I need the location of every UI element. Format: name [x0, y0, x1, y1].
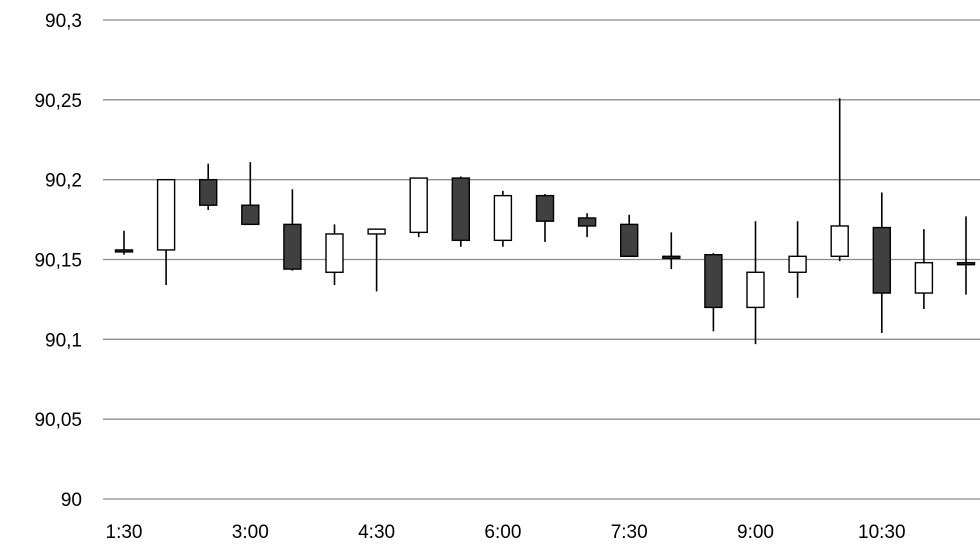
x-tick-label: 7:30: [611, 522, 648, 543]
candle: [325, 224, 344, 286]
candle-body-up: [493, 194, 513, 242]
y-tick-label: 90,05: [34, 410, 82, 431]
y-tick-label: 90,2: [45, 171, 82, 192]
candle: [114, 230, 134, 255]
candle: [914, 229, 934, 309]
candle-body-up: [367, 228, 386, 235]
candle: [956, 216, 976, 295]
candle-body-up: [325, 233, 344, 273]
candle-body-up: [788, 255, 807, 273]
candle-body-up: [830, 225, 849, 258]
candle-body-down: [662, 255, 681, 260]
candle-body-down: [283, 223, 302, 270]
candle: [620, 214, 639, 258]
x-tick-label: 4:30: [358, 522, 395, 543]
candle: [704, 253, 723, 332]
candle: [241, 162, 260, 226]
candle: [872, 192, 891, 333]
y-tick-label: 90: [61, 490, 82, 511]
candle-body-down: [577, 217, 597, 227]
candle: [535, 194, 555, 242]
candle-body-down: [451, 177, 470, 242]
candle: [283, 189, 302, 271]
candle-body-down: [704, 254, 723, 309]
candle-body-down: [956, 261, 976, 266]
candle: [367, 228, 386, 292]
candle-body-up: [746, 271, 765, 309]
candle: [830, 98, 849, 262]
candle: [156, 178, 176, 286]
x-tick-label: 9:00: [737, 522, 774, 543]
candle: [577, 213, 597, 238]
y-tick-label: 90,25: [34, 91, 82, 112]
candle-body-up: [156, 178, 176, 251]
candle: [198, 163, 218, 211]
gridlines: [103, 19, 980, 500]
candle-body-down: [198, 178, 218, 206]
y-tick-label: 90,15: [34, 251, 82, 272]
candle-body-up: [409, 177, 428, 234]
candle: [662, 232, 681, 270]
candle-body-down: [535, 194, 555, 222]
y-tick-label: 90,3: [45, 11, 82, 32]
candle: [451, 176, 470, 247]
candles: [114, 98, 976, 345]
x-tick-label: 3:00: [232, 522, 269, 543]
x-tick-label: 6:00: [484, 522, 521, 543]
candle-body-up: [914, 261, 934, 294]
candle: [788, 221, 807, 298]
candle-body-down: [620, 223, 639, 258]
candle-body-down: [241, 204, 260, 226]
y-axis-tick-labels: 90 90,05 90,1 90,15 90,2 90,25 90,3: [34, 11, 82, 511]
candle-body-down: [872, 226, 891, 294]
x-tick-label: 10:30: [858, 522, 906, 543]
candle: [746, 221, 765, 345]
candle: [493, 190, 513, 247]
x-axis-tick-labels: 1:30 3:00 4:30 6:00 7:30 9:00 10:30: [106, 522, 906, 543]
candle-body-down: [114, 249, 134, 253]
x-tick-label: 1:30: [106, 522, 143, 543]
candle: [409, 177, 428, 238]
y-tick-label: 90,1: [45, 330, 82, 351]
